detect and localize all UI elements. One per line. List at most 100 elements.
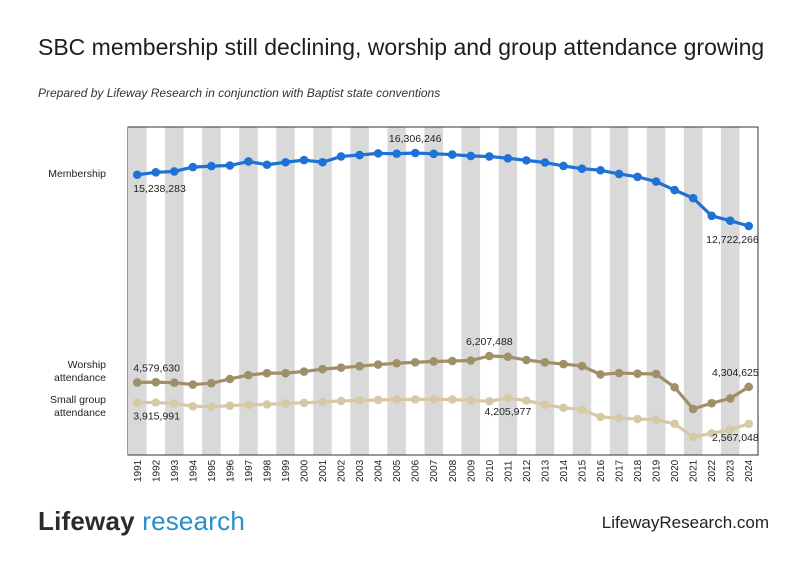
data-point xyxy=(392,149,401,159)
lifeway-research-logo: Lifeway research xyxy=(38,506,245,537)
grid-band xyxy=(572,127,592,455)
x-tick-label: 1997 xyxy=(244,459,255,482)
data-point xyxy=(188,380,198,389)
data-point xyxy=(225,374,235,384)
x-tick-label: 2005 xyxy=(392,459,403,482)
data-label: 3,915,991 xyxy=(133,411,180,423)
grid-band xyxy=(683,127,703,455)
x-tick-label: 2017 xyxy=(615,459,626,482)
series-name-label: Worship xyxy=(68,359,106,371)
data-label: 12,722,266 xyxy=(706,234,759,246)
chart-title: SBC membership still declining, worship … xyxy=(38,34,765,60)
data-point xyxy=(651,369,661,379)
data-point xyxy=(670,382,679,392)
data-point xyxy=(281,368,290,378)
x-tick-label: 2023 xyxy=(726,459,737,482)
x-tick-label: 2015 xyxy=(577,459,588,482)
x-tick-label: 2019 xyxy=(652,459,663,482)
x-tick-label: 1999 xyxy=(281,459,292,482)
data-point xyxy=(262,368,272,378)
x-tick-label: 2006 xyxy=(411,459,422,482)
grid-band xyxy=(461,127,481,455)
data-point xyxy=(373,149,383,158)
data-point xyxy=(633,172,642,182)
data-point xyxy=(596,370,605,379)
data-point xyxy=(577,361,587,371)
series-name-label: Membership xyxy=(48,168,106,180)
data-point xyxy=(596,165,605,175)
grid-band xyxy=(720,127,740,455)
data-point xyxy=(485,152,494,161)
data-point xyxy=(633,369,642,378)
data-point xyxy=(522,156,531,165)
data-point xyxy=(651,415,661,424)
x-tick-label: 2022 xyxy=(707,459,718,482)
data-point xyxy=(281,157,290,167)
data-point xyxy=(170,399,179,408)
data-point xyxy=(707,429,716,438)
data-label: 4,579,630 xyxy=(133,362,180,374)
data-point xyxy=(336,152,346,161)
data-point xyxy=(132,170,142,180)
grid-band xyxy=(239,127,258,455)
data-point xyxy=(151,398,161,407)
data-point xyxy=(429,395,439,404)
data-point xyxy=(503,352,513,362)
data-point xyxy=(132,378,142,387)
x-tick-label: 2018 xyxy=(633,459,644,482)
data-point xyxy=(318,397,327,407)
data-point xyxy=(225,161,235,170)
x-tick-label: 2004 xyxy=(374,459,385,482)
x-tick-label: 2002 xyxy=(337,459,348,482)
data-point xyxy=(707,398,716,408)
data-point xyxy=(373,395,383,405)
grid-band xyxy=(498,127,518,455)
data-point xyxy=(614,368,624,378)
data-point xyxy=(151,167,161,177)
grid-band xyxy=(202,127,221,455)
data-point xyxy=(466,395,476,405)
series-line xyxy=(137,151,750,228)
x-tick-label: 2008 xyxy=(448,459,459,482)
grid-band xyxy=(165,127,184,455)
data-point xyxy=(170,167,179,176)
data-point xyxy=(614,169,624,179)
grid-band xyxy=(424,127,443,455)
data-point xyxy=(188,162,198,172)
x-tick-label: 2001 xyxy=(318,459,329,482)
data-label: 4,304,625 xyxy=(712,367,759,379)
x-tick-label: 2010 xyxy=(485,459,496,482)
website-link[interactable]: LifewayResearch.com xyxy=(601,513,769,532)
data-point xyxy=(410,148,420,158)
data-point xyxy=(188,401,198,411)
data-point xyxy=(559,403,568,413)
logo-text-lifeway: Lifeway xyxy=(38,506,135,536)
x-tick-label: 2007 xyxy=(429,459,440,482)
x-tick-label: 1996 xyxy=(225,459,236,482)
x-tick-label: 2009 xyxy=(466,459,477,482)
data-point xyxy=(262,160,272,170)
data-point xyxy=(540,357,550,367)
data-point xyxy=(392,395,401,404)
series-name-label: Small group xyxy=(50,394,106,406)
data-point xyxy=(207,378,216,388)
data-point xyxy=(577,164,587,173)
x-tick-label: 1991 xyxy=(133,459,144,482)
data-point xyxy=(725,216,735,226)
data-point xyxy=(447,150,457,159)
grid-band xyxy=(535,127,555,455)
x-tick-label: 2024 xyxy=(744,459,755,482)
data-point xyxy=(503,153,513,163)
data-point xyxy=(207,161,216,171)
chart-subtitle: Prepared by Lifeway Research in conjunct… xyxy=(38,86,441,100)
data-point xyxy=(688,404,698,414)
data-point xyxy=(540,400,550,410)
data-point xyxy=(651,177,661,186)
data-label: 16,306,246 xyxy=(389,133,442,145)
x-tick-label: 2011 xyxy=(503,460,514,482)
data-point xyxy=(670,185,679,195)
series-name-label: attendance xyxy=(54,372,106,384)
data-point xyxy=(429,149,439,159)
data-point xyxy=(244,370,253,380)
